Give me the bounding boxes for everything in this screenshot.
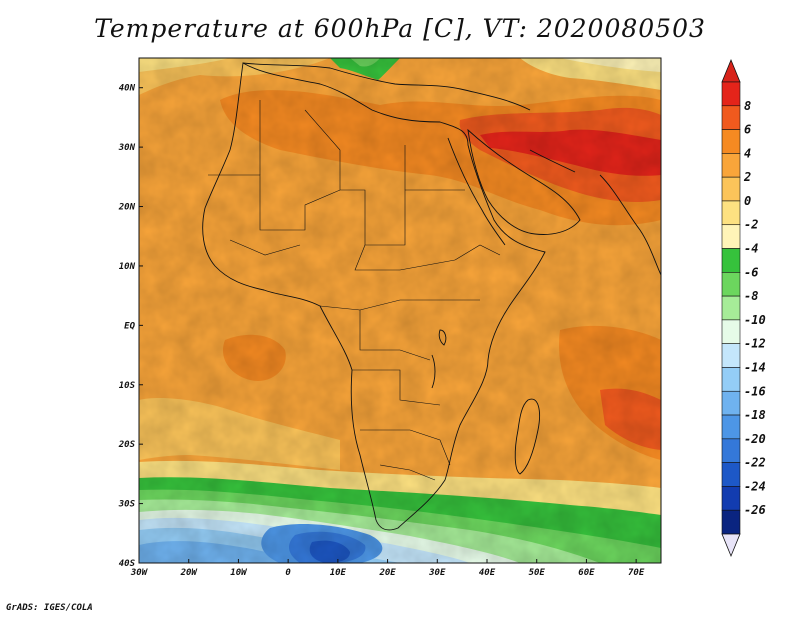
colorbar-swatch — [721, 129, 741, 154]
colorbar-swatch — [721, 414, 741, 440]
lon-tick-label: 30W — [130, 568, 149, 578]
colorbar-label: -22 — [744, 456, 766, 470]
map-title: Temperature at 600hPa [C], VT: 202008050… — [94, 14, 706, 43]
colorbar-label: -12 — [744, 337, 766, 351]
lon-tick-label: 70E — [628, 568, 645, 578]
lon-tick-label: 60E — [578, 568, 595, 578]
colorbar-swatch — [721, 438, 741, 463]
colorbar-label: -16 — [744, 384, 766, 398]
latitude-axis: 40N 30N 20N 10N EQ 10S 20S 30S 40S — [118, 84, 143, 569]
colorbar-top-triangle — [721, 58, 741, 83]
colorbar-label: -2 — [744, 218, 758, 232]
lat-tick-label: 20S — [118, 440, 136, 450]
colorbar-swatch — [721, 486, 741, 511]
colorbar-label: -4 — [744, 242, 758, 256]
colorbar-swatch — [721, 224, 741, 249]
colorbar-swatch — [721, 295, 741, 321]
map-frame — [138, 57, 662, 564]
colorbar-label: 6 — [744, 123, 751, 137]
lon-tick-label: 10W — [230, 568, 248, 578]
colorbar-swatch — [721, 200, 741, 226]
longitude-axis: 30W 20W 10W 0 10E 20E 30E 40E 50E 60E 70E — [130, 559, 645, 578]
colorbar-label: -10 — [744, 313, 766, 327]
lat-tick-label: 40N — [119, 84, 136, 94]
lat-tick-label: EQ — [124, 321, 135, 331]
colorbar-swatch — [721, 248, 741, 273]
colorbar-label: 2 — [743, 170, 751, 184]
colorbar-swatch — [721, 343, 741, 368]
colorbar-label: -26 — [744, 503, 766, 517]
lat-tick-label: 10S — [119, 381, 136, 391]
colorbar-label: -6 — [744, 265, 758, 279]
colorbar-label: -8 — [744, 289, 758, 303]
country-borders — [208, 100, 501, 481]
grads-credit: GrADS: IGES/COLA — [6, 603, 93, 613]
colorbar-swatch — [721, 367, 741, 392]
colorbar-swatch — [721, 390, 741, 416]
colorbar-swatch — [721, 153, 741, 178]
colorbar-bottom-triangle — [721, 533, 741, 558]
lat-tick-label: 30N — [118, 143, 136, 153]
colorbar-swatch — [721, 462, 741, 487]
colorbar-label: -20 — [744, 432, 766, 446]
lat-tick-label: 10N — [119, 262, 136, 272]
lon-tick-label: 20W — [180, 568, 199, 578]
colorbar-swatch — [721, 105, 741, 130]
lon-tick-label: 50E — [529, 568, 546, 578]
lon-tick-label: 40E — [479, 568, 496, 578]
colorbar-swatch — [721, 176, 741, 202]
colorbar-swatch — [721, 81, 741, 107]
colorbar-swatch — [721, 272, 741, 297]
colorbar-label: -24 — [744, 479, 766, 493]
colorbar-label: -18 — [744, 408, 766, 422]
colorbar-label: 0 — [744, 194, 751, 208]
temperature-field — [139, 58, 661, 563]
colorbar-swatch — [721, 319, 741, 344]
lat-tick-label: 40S — [119, 559, 136, 569]
colorbar-swatch — [721, 509, 741, 535]
coastlines — [202, 62, 661, 531]
colorbar-label: -14 — [744, 360, 766, 374]
lon-tick-label: 20E — [378, 568, 396, 578]
lon-tick-label: 30E — [428, 568, 446, 578]
colorbar-label: 8 — [744, 99, 751, 113]
lat-tick-label: 20N — [118, 203, 136, 213]
lat-tick-label: 30S — [118, 500, 136, 510]
lon-tick-label: 10E — [330, 568, 347, 578]
colorbar-label: 4 — [744, 146, 751, 160]
lon-tick-label: 0 — [285, 568, 291, 578]
colorbar: 8 6 4 2 0 -2 -4 -6 -8 -10 -12 -14 -16 -18 -20 -22 -24 -26 — [721, 58, 766, 558]
